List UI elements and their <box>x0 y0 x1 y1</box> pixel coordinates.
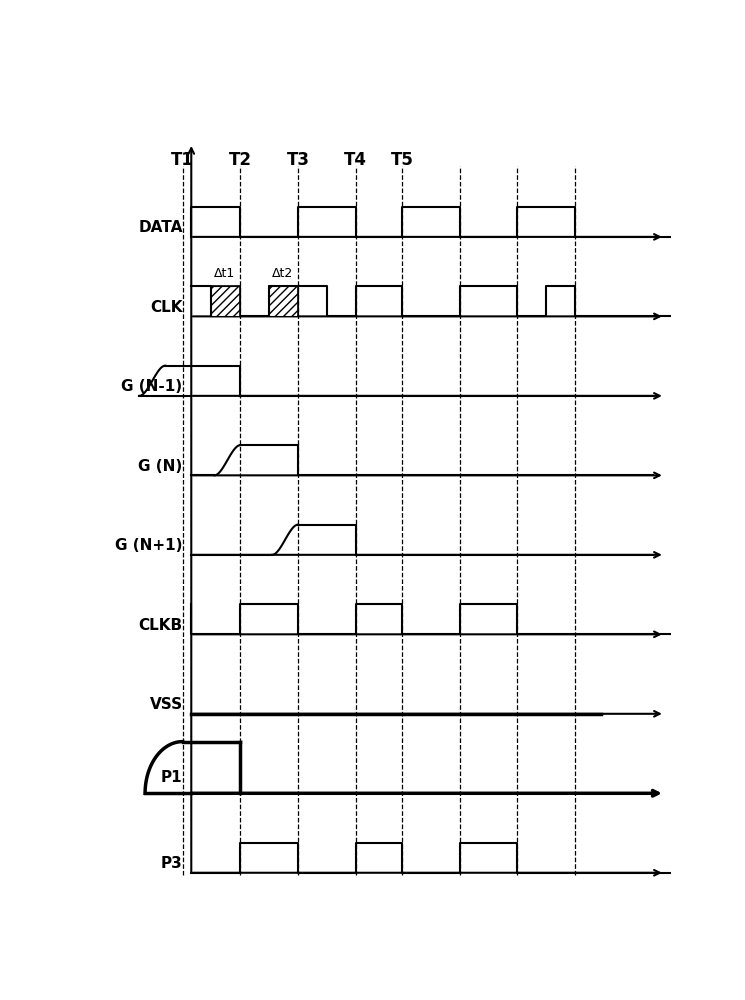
Text: CLKB: CLKB <box>139 618 183 633</box>
Text: VSS: VSS <box>150 697 183 712</box>
Text: P1: P1 <box>161 770 183 785</box>
Text: Δt2: Δt2 <box>272 267 293 280</box>
Bar <box>212 286 241 316</box>
Text: T2: T2 <box>229 151 252 169</box>
Text: T3: T3 <box>287 151 310 169</box>
Text: P3: P3 <box>161 856 183 871</box>
Text: G (N): G (N) <box>139 459 183 474</box>
Text: DATA: DATA <box>139 220 183 235</box>
Text: G (N+1): G (N+1) <box>115 538 183 553</box>
Text: CLK: CLK <box>150 300 183 315</box>
Text: Δt1: Δt1 <box>214 267 235 280</box>
Text: G (N-1): G (N-1) <box>121 379 183 394</box>
Text: T5: T5 <box>390 151 413 169</box>
Text: T1: T1 <box>171 151 194 169</box>
Bar <box>269 286 298 316</box>
Text: T4: T4 <box>344 151 367 169</box>
